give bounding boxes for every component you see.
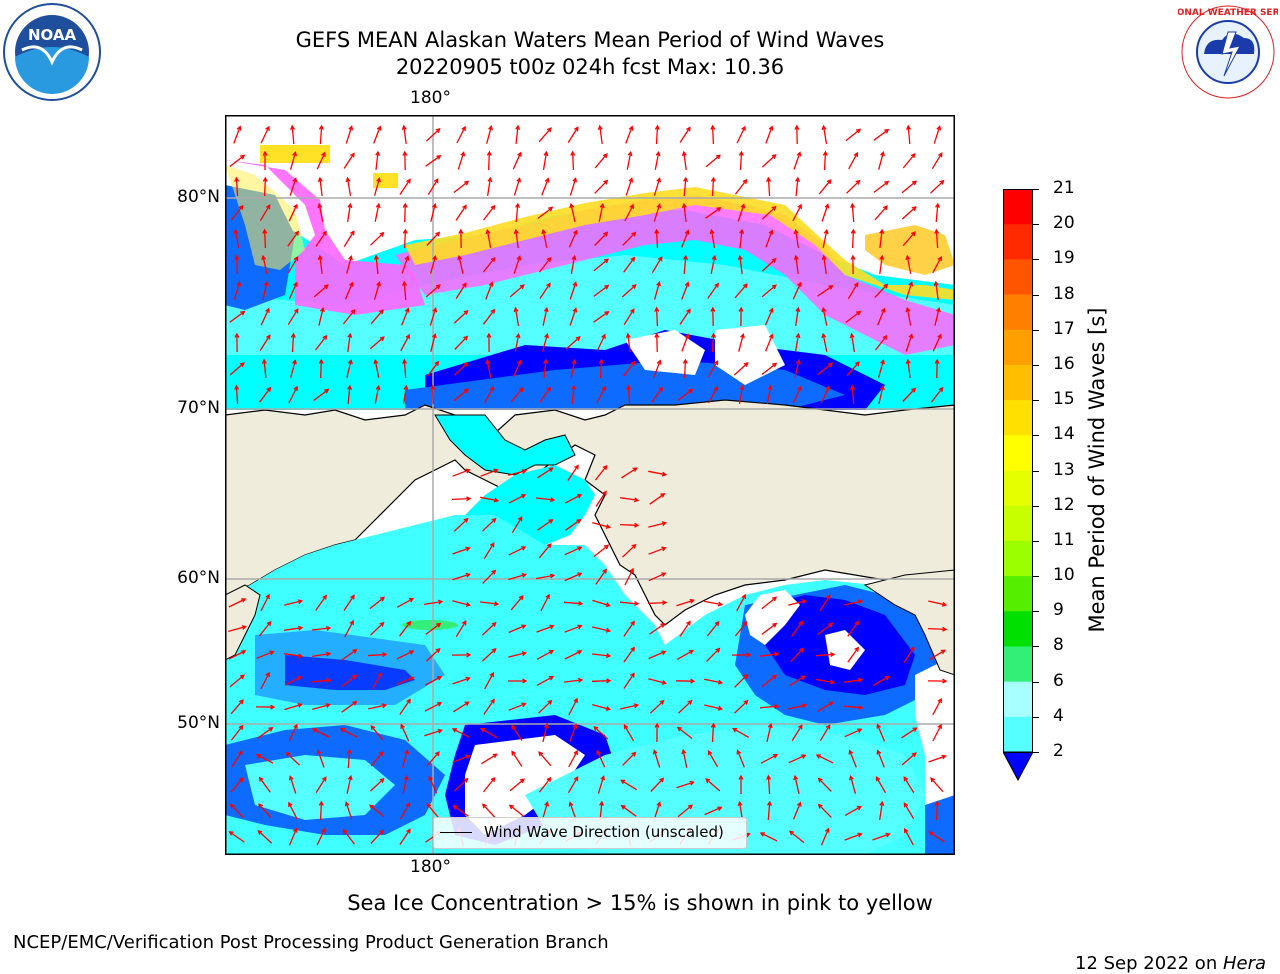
wind-wave-arrow — [573, 152, 574, 170]
colorbar-tick-label: 9 — [1053, 600, 1064, 620]
wind-wave-arrow — [713, 126, 714, 144]
lat-label-50: 50°N — [160, 713, 220, 733]
colorbar-tick-label: 14 — [1053, 424, 1075, 444]
wind-wave-arrow — [620, 525, 638, 526]
wind-wave-arrow — [648, 603, 666, 604]
wind-wave-arrow — [853, 230, 854, 248]
colorbar-tick-mark — [1033, 717, 1039, 718]
colorbar-tick-mark — [1033, 752, 1039, 753]
footer-host: Hera — [1223, 953, 1266, 974]
footer-right: 12 Sep 2022 on Hera — [1064, 932, 1266, 974]
colorbar-tick-label: 20 — [1053, 213, 1075, 233]
pacific-lower-right-blue — [925, 795, 955, 855]
wind-wave-arrow — [452, 499, 470, 500]
wind-wave-arrow — [405, 204, 406, 222]
map-svg — [225, 115, 955, 855]
colorbar-tick-mark — [1033, 646, 1039, 647]
colorbar-tick-label: 17 — [1053, 319, 1075, 339]
colorbar-block — [1003, 646, 1033, 682]
colorbar-block — [1003, 717, 1033, 753]
colorbar-svg — [1003, 189, 1033, 781]
colorbar-block — [1003, 330, 1033, 366]
colorbar-tick-label: 18 — [1053, 284, 1075, 304]
colorbar-tick-label: 16 — [1053, 354, 1075, 374]
colorbar-label: Mean Period of Wind Waves [s] — [1085, 308, 1109, 633]
colorbar-tick-mark — [1033, 611, 1039, 612]
colorbar-tick-label: 2 — [1053, 741, 1064, 761]
footer-date: 12 Sep 2022 on — [1075, 953, 1223, 974]
chart-title-line1: GEFS MEAN Alaskan Waters Mean Period of … — [0, 27, 1180, 53]
colorbar — [1003, 189, 1033, 781]
wind-wave-arrow — [657, 308, 658, 326]
lat-label-80: 80°N — [160, 187, 220, 207]
colorbar-tick-mark — [1033, 541, 1039, 542]
colorbar-tick-label: 10 — [1053, 565, 1075, 585]
colorbar-tick-mark — [1033, 224, 1039, 225]
colorbar-tick-label: 19 — [1053, 248, 1075, 268]
wind-wave-arrow — [321, 360, 322, 378]
nws-logo: NATIONAL WEATHER SERVICE — [1178, 2, 1278, 102]
colorbar-tick-mark — [1033, 295, 1039, 296]
colorbar-block — [1003, 295, 1033, 331]
colorbar-block — [1003, 506, 1033, 542]
colorbar-tick-mark — [1033, 682, 1039, 683]
colorbar-tick-mark — [1033, 400, 1039, 401]
wind-wave-arrow — [592, 681, 610, 682]
colorbar-tick-mark — [1033, 330, 1039, 331]
colorbar-tick-label: 4 — [1053, 706, 1064, 726]
colorbar-tick-label: 6 — [1053, 671, 1064, 691]
footer-left: NCEP/EMC/Verification Post Processing Pr… — [13, 932, 609, 953]
colorbar-tick-mark — [1033, 259, 1039, 260]
legend-label: Wind Wave Direction (unscaled) — [484, 823, 724, 841]
wind-wave-arrow — [601, 360, 602, 378]
wind-wave-arrow — [405, 230, 406, 248]
wind-wave-arrow — [265, 230, 266, 248]
map-legend: Wind Wave Direction (unscaled) — [433, 817, 747, 849]
colorbar-tick-label: 15 — [1053, 389, 1075, 409]
colorbar-tick-label: 8 — [1053, 635, 1064, 655]
colorbar-tick-mark — [1033, 506, 1039, 507]
colorbar-tick-label: 11 — [1053, 530, 1075, 550]
map-panel: Wind Wave Direction (unscaled) — [225, 115, 955, 855]
wind-wave-arrow — [928, 629, 946, 630]
wind-wave-arrow — [433, 386, 434, 404]
sea-ice-caption: Sea Ice Concentration > 15% is shown in … — [0, 891, 1280, 915]
colorbar-block — [1003, 259, 1033, 295]
colorbar-tick-label: 21 — [1053, 178, 1075, 198]
wind-wave-arrow — [237, 256, 238, 274]
chart-title-line2: 20220905 t00z 024h fcst Max: 10.36 — [0, 54, 1180, 80]
colorbar-tick-label: 12 — [1053, 495, 1075, 515]
bottom-lon-label: 180° — [410, 857, 451, 877]
legend-line-icon — [440, 832, 472, 833]
wind-wave-arrow — [937, 802, 938, 820]
colorbar-tick-mark — [1033, 365, 1039, 366]
wind-wave-arrow — [489, 152, 490, 170]
wind-wave-arrow — [657, 334, 658, 352]
top-lon-label: 180° — [410, 88, 451, 108]
colorbar-block — [1003, 400, 1033, 436]
colorbar-tick-mark — [1033, 189, 1039, 190]
colorbar-block — [1003, 189, 1033, 225]
colorbar-block — [1003, 365, 1033, 401]
wind-wave-arrow — [685, 360, 686, 378]
wind-wave-arrow — [321, 802, 322, 820]
colorbar-block — [1003, 471, 1033, 507]
wind-wave-arrow — [265, 178, 266, 196]
colorbar-tick-mark — [1033, 435, 1039, 436]
colorbar-tick-mark — [1033, 576, 1039, 577]
colorbar-tick-mark — [1033, 471, 1039, 472]
lat-label-60: 60°N — [160, 568, 220, 588]
colorbar-block — [1003, 682, 1033, 718]
colorbar-block — [1003, 576, 1033, 612]
colorbar-tick-label: 13 — [1053, 460, 1075, 480]
colorbar-block — [1003, 541, 1033, 577]
lat-label-70: 70°N — [160, 398, 220, 418]
colorbar-block — [1003, 611, 1033, 647]
colorbar-block — [1003, 224, 1033, 260]
nws-logo-ring-text: NATIONAL WEATHER SERVICE — [1178, 8, 1278, 18]
colorbar-block — [1003, 435, 1033, 471]
